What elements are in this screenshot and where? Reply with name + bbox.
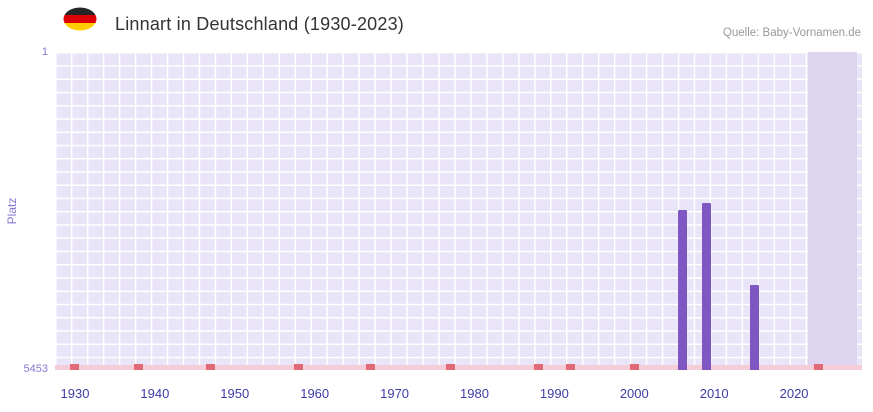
recent-years-band (807, 52, 858, 370)
y-axis-min-label: 5453 (23, 363, 48, 375)
rank-bar[interactable] (677, 210, 687, 370)
unranked-year-marker (446, 364, 455, 370)
x-tick-label: 2000 (619, 386, 649, 401)
x-tick-label: 2020 (779, 386, 809, 401)
unranked-year-marker (70, 364, 80, 370)
rank-bar[interactable] (701, 203, 711, 370)
x-tick-label: 1990 (539, 386, 569, 401)
x-tick-label: 2010 (699, 386, 729, 401)
y-axis-title: Platz (5, 197, 19, 225)
unranked-year-marker (294, 364, 304, 370)
unranked-year-marker (533, 364, 543, 370)
unranked-year-marker (134, 364, 144, 370)
unranked-year-marker (629, 364, 639, 370)
x-tick-label: 1930 (60, 386, 90, 401)
unranked-year-marker (206, 364, 216, 370)
page-title: Linnart in Deutschland (1930-2023) (115, 14, 404, 34)
x-axis: 1930 1940 1950 1960 1970 1980 1990 2000 2010 2020 (55, 386, 862, 406)
plot-area (55, 52, 862, 370)
unranked-year-marker (813, 364, 823, 370)
x-tick-label: 1950 (220, 386, 250, 401)
rank-bar[interactable] (749, 285, 759, 370)
baseline-strip (55, 365, 862, 370)
unranked-year-marker (565, 364, 575, 370)
german-flag-icon (63, 7, 97, 31)
x-tick-label: 1960 (300, 386, 330, 401)
x-tick-label: 1940 (140, 386, 170, 401)
unranked-year-marker (366, 364, 376, 370)
y-axis-max-label: 1 (41, 46, 48, 58)
x-tick-label: 1980 (460, 386, 489, 401)
source-label: Quelle: Baby-Vornamen.de (722, 27, 861, 39)
x-tick-label: 1970 (380, 386, 410, 401)
